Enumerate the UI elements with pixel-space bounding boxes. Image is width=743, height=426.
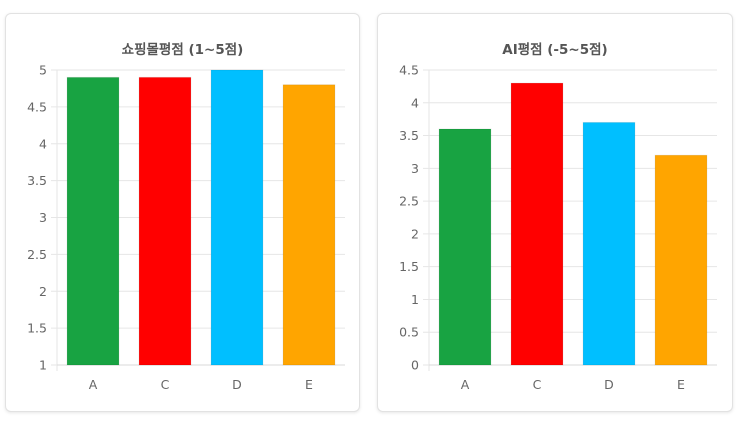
ai-rating-card: AI평점 (-5~5점) 0 0.5 1 1.5 2 2.5 3 3.5 4 4.5 A C D E xyxy=(377,13,733,412)
y-tick-label: 1.5 xyxy=(399,259,419,274)
y-tick-label: 1.5 xyxy=(27,321,47,336)
bar-d[interactable] xyxy=(210,69,264,366)
y-tick-label: 3.5 xyxy=(27,173,47,188)
y-tick-label: 0.5 xyxy=(399,325,419,340)
bar-a[interactable] xyxy=(66,76,120,366)
y-tick-label: 2.5 xyxy=(27,247,47,262)
y-tick-label: 0 xyxy=(411,358,419,373)
chart-title: 쇼핑몰평점 (1~5점) xyxy=(121,42,244,58)
bar-e[interactable] xyxy=(654,154,708,366)
x-tick-label: E xyxy=(305,377,313,392)
x-tick-label: D xyxy=(232,377,242,392)
x-tick-label: C xyxy=(533,377,542,392)
bar-e[interactable] xyxy=(282,84,336,366)
y-tick-label: 2.5 xyxy=(399,194,419,209)
y-tick-label: 2 xyxy=(39,284,47,299)
x-tick-label: E xyxy=(677,377,685,392)
y-tick-label: 1 xyxy=(39,358,47,373)
chart-title: AI평점 (-5~5점) xyxy=(502,42,608,58)
bar-a[interactable] xyxy=(438,128,492,366)
x-tick-label: D xyxy=(604,377,614,392)
shopping-mall-rating-chart: 1 1.5 2 2.5 3 3.5 4 4.5 5 A C D E xyxy=(27,63,345,392)
ai-rating-chart: 0 0.5 1 1.5 2 2.5 3 3.5 4 4.5 A C D E xyxy=(399,63,717,392)
y-tick-label: 4 xyxy=(39,136,47,151)
x-tick-label: A xyxy=(89,377,98,392)
x-tick-label: C xyxy=(161,377,170,392)
y-tick-label: 1 xyxy=(411,292,419,307)
x-tick-label: A xyxy=(461,377,470,392)
y-tick-label: 3 xyxy=(39,210,47,225)
y-tick-label: 3 xyxy=(411,161,419,176)
y-tick-label: 4.5 xyxy=(399,63,419,78)
y-tick-label: 3.5 xyxy=(399,128,419,143)
bar-c[interactable] xyxy=(138,76,192,366)
y-tick-label: 2 xyxy=(411,226,419,241)
shopping-mall-rating-card: 쇼핑몰평점 (1~5점) 1 1.5 2 2.5 3 3.5 4 4.5 5 A C D E xyxy=(5,13,360,412)
y-tick-label: 4 xyxy=(411,95,419,110)
bar-d[interactable] xyxy=(582,121,636,366)
y-tick-label: 4.5 xyxy=(27,99,47,114)
bar-c[interactable] xyxy=(510,82,564,366)
y-tick-label: 5 xyxy=(39,63,47,78)
